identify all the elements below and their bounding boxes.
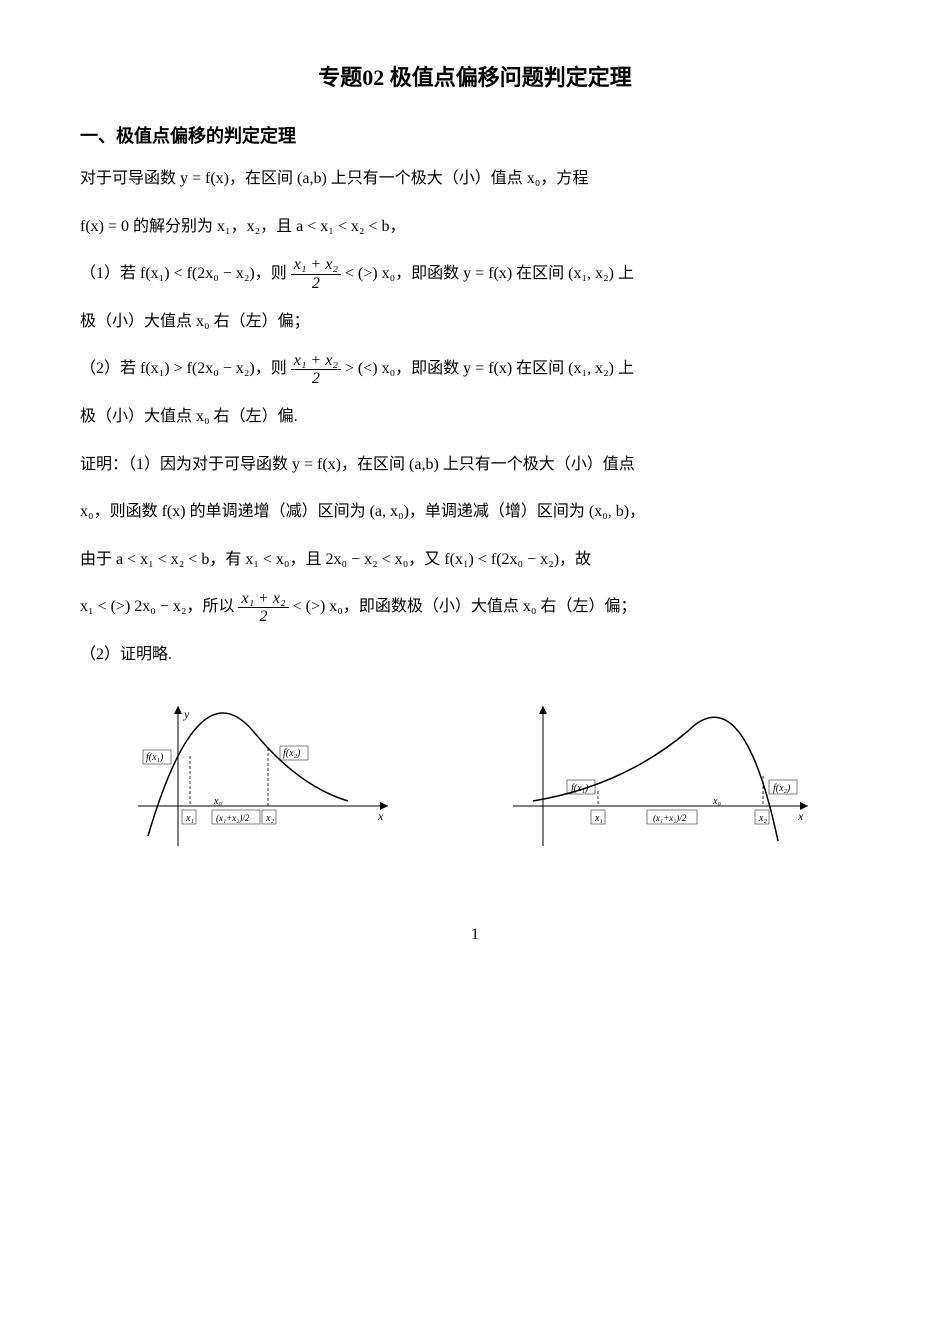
- paragraph: 极（小）大值点 x₀ 右（左）偏；: [80, 301, 870, 343]
- text-run: > (<) x₀，即函数 y = f(x) 在区间 (x₁, x₂) 上: [345, 360, 634, 377]
- x-axis-label: x: [377, 809, 384, 823]
- mid-label: (x₁+x₂)/2: [216, 813, 250, 823]
- proof-line: x₁ < (>) 2x₀ − x₂，所以 x₁ + x₂ 2 < (>) x₀，…: [80, 586, 870, 628]
- fraction: x₁ + x₂ 2: [291, 256, 341, 292]
- fx1-label: f(x₁): [146, 752, 164, 763]
- y-axis-arrow-icon: [539, 706, 547, 714]
- proof-line: x₀，则函数 f(x) 的单调递增（减）区间为 (a, x₀)，单调递减（增）区…: [80, 491, 870, 533]
- fx1-label: f(x₁): [571, 783, 589, 794]
- paragraph: f(x) = 0 的解分别为 x₁，x₂，且 a < x₁ < x₂ < b，: [80, 206, 870, 248]
- proof-line: （2）证明略.: [80, 634, 870, 676]
- fraction-denominator: 2: [291, 275, 341, 293]
- x0-label: x₀: [712, 796, 721, 807]
- enum-item-1: （1）若 f(x₁) < f(2x₀ − x₂)，则 x₁ + x₂ 2 < (…: [80, 253, 870, 295]
- figure-left: f(x₁) f(x₂) x₁ x₀ (x₁+x₂)/2 x₂ x y: [138, 696, 398, 866]
- x0-label: x₀: [213, 796, 222, 807]
- paragraph: 对于可导函数 y = f(x)，在区间 (a,b) 上只有一个极大（小）值点 x…: [80, 158, 870, 200]
- mid-label: (x₁+x₂)/2: [653, 813, 687, 823]
- fraction-denominator: 2: [291, 370, 341, 388]
- page-title: 专题02 极值点偏移问题判定定理: [80, 60, 870, 92]
- fx2-label: f(x₂): [773, 783, 791, 794]
- fraction-numerator: x₁ + x₂: [291, 256, 341, 275]
- fraction: x₁ + x₂ 2: [238, 590, 288, 626]
- proof-line: 证明：（1）因为对于可导函数 y = f(x)，在区间 (a,b) 上只有一个极…: [80, 444, 870, 486]
- text-run: < (>) x₀，即函数 y = f(x) 在区间 (x₁, x₂) 上: [345, 265, 634, 282]
- paragraph: 极（小）大值点 x₀ 右（左）偏.: [80, 396, 870, 438]
- x1-label: x₁: [185, 813, 194, 824]
- fraction-numerator: x₁ + x₂: [291, 352, 341, 371]
- proof-line: 由于 a < x₁ < x₂ < b，有 x₁ < x₀，且 2x₀ − x₂ …: [80, 539, 870, 581]
- fraction-denominator: 2: [238, 608, 288, 626]
- text-run: （2）若 f(x₁) > f(2x₀ − x₂)，则: [80, 360, 291, 377]
- text-run: < (>) x₀，即函数极（小）大值点 x₀ 右（左）偏；: [293, 598, 637, 615]
- x-axis-label: x: [797, 809, 804, 823]
- y-axis-label: y: [183, 707, 190, 721]
- figure-right: f(x₁) f(x₂) x₁ x₀ (x₁+x₂)/2 x₂ x: [513, 696, 813, 866]
- x1-label: x₁: [594, 813, 603, 824]
- section-heading: 一、极值点偏移的判定定理: [80, 122, 870, 148]
- page-number: 1: [80, 926, 870, 944]
- enum-item-2: （2）若 f(x₁) > f(2x₀ − x₂)，则 x₁ + x₂ 2 > (…: [80, 348, 870, 390]
- fraction: x₁ + x₂ 2: [291, 352, 341, 388]
- text-run: x₁ < (>) 2x₀ − x₂，所以: [80, 598, 238, 615]
- x2-label: x₂: [265, 813, 274, 824]
- x2-label: x₂: [758, 813, 767, 824]
- y-axis-arrow-icon: [174, 706, 182, 714]
- fraction-numerator: x₁ + x₂: [238, 590, 288, 609]
- fx2-label: f(x₂): [283, 748, 301, 759]
- text-run: （1）若 f(x₁) < f(2x₀ − x₂)，则: [80, 265, 291, 282]
- figure-row: f(x₁) f(x₂) x₁ x₀ (x₁+x₂)/2 x₂ x y f(x₁)…: [80, 696, 870, 866]
